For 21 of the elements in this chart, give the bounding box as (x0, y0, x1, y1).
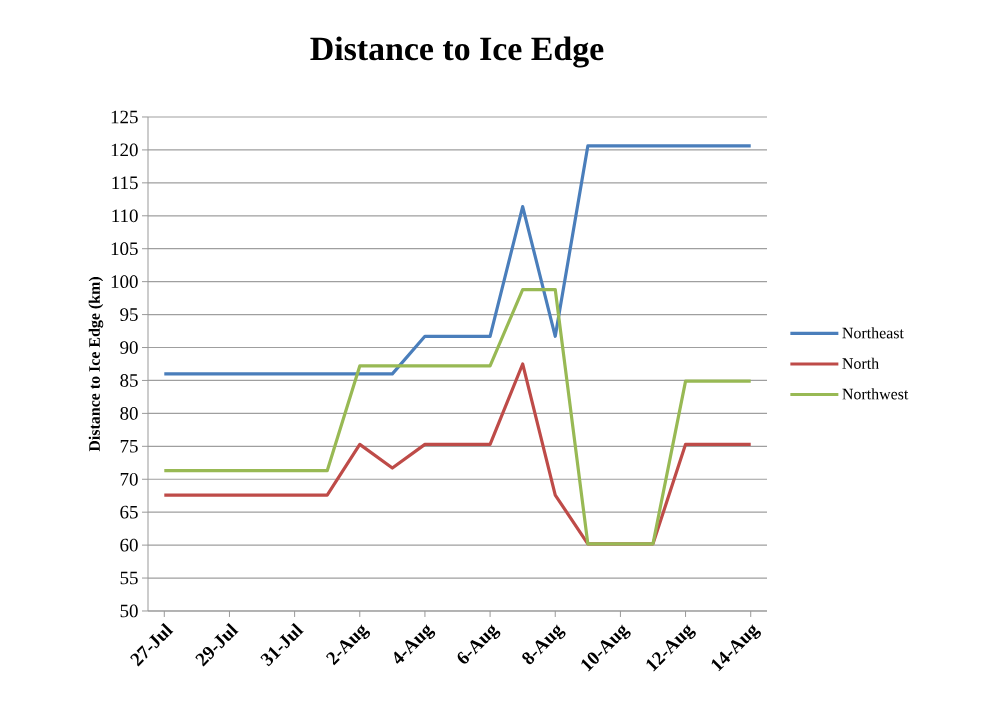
y-tick-label: 120 (111, 143, 138, 157)
y-tick-label: 50 (120, 604, 138, 618)
y-tick-label: 100 (111, 275, 138, 289)
chart-title: Distance to Ice Edge (310, 36, 604, 68)
y-tick-label: 65 (120, 505, 138, 519)
y-axis-title: Distance to Ice Edge (km) (88, 277, 104, 452)
y-tick-label: 110 (112, 209, 138, 223)
legend-label: Northwest (842, 388, 909, 400)
y-tick-label: 55 (120, 571, 138, 585)
y-tick-label: 95 (120, 308, 138, 321)
legend-label: North (842, 357, 879, 369)
y-tick-label: 80 (120, 407, 138, 420)
y-tick-label: 75 (120, 440, 138, 453)
y-tick-label: 105 (111, 242, 138, 256)
legend-label: Northeast (842, 327, 904, 339)
y-tick-label: 115 (112, 176, 138, 190)
y-tick-label: 60 (120, 538, 138, 552)
y-tick-label: 125 (111, 110, 138, 124)
y-tick-label: 70 (120, 472, 138, 486)
y-tick-label: 85 (120, 374, 138, 387)
y-tick-label: 90 (120, 341, 138, 354)
